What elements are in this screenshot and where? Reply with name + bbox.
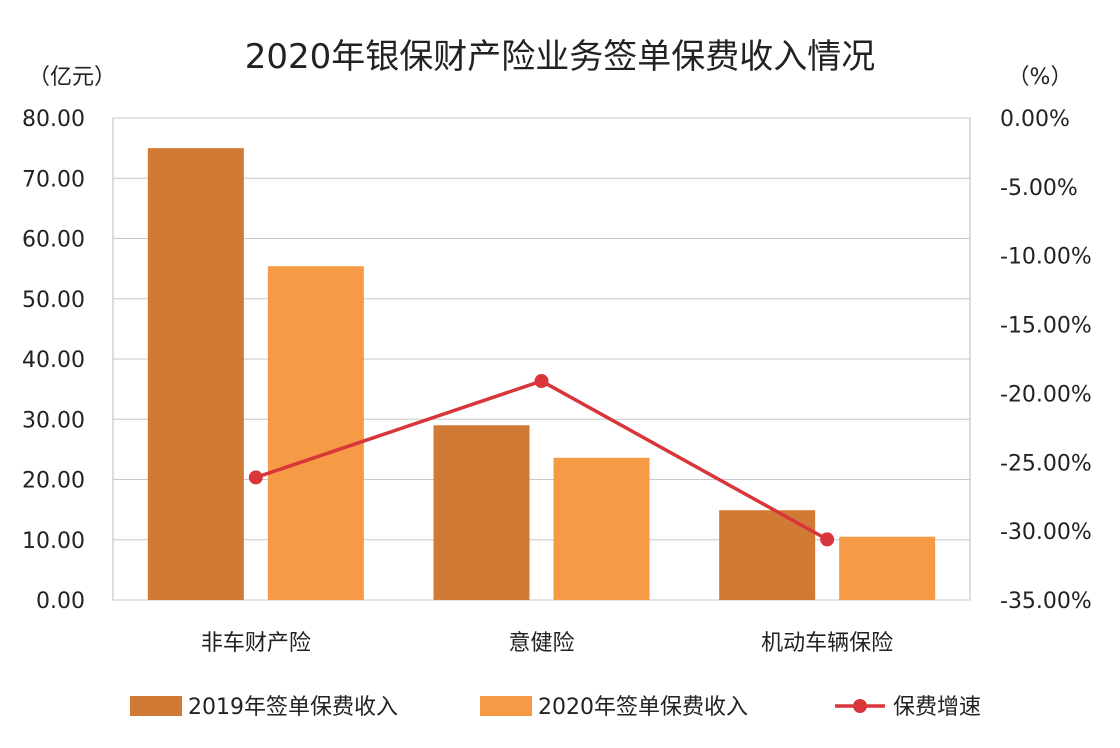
y-tick-label: 20.00 (22, 469, 85, 494)
legend-label: 2019年签单保费收入 (188, 695, 398, 720)
legend-label: 保费增速 (893, 695, 981, 720)
bar (553, 457, 650, 600)
y2-tick-label: -15.00% (1000, 314, 1092, 339)
y2-axis-label: （%） (1008, 65, 1073, 90)
y-tick-label: 0.00 (36, 589, 85, 614)
y2-tick-label: -20.00% (1000, 382, 1092, 407)
line-point (820, 532, 835, 547)
y2-tick-label: -25.00% (1000, 451, 1092, 476)
y-tick-label: 50.00 (22, 288, 85, 313)
legend-swatch (130, 696, 182, 716)
bar (147, 148, 244, 600)
y2-tick-label: -35.00% (1000, 589, 1092, 614)
y2-tick-label: -5.00% (1000, 176, 1078, 201)
y-tick-label: 80.00 (22, 107, 85, 132)
bar (839, 536, 936, 600)
y-tick-label: 40.00 (22, 348, 85, 373)
y-tick-label: 60.00 (22, 228, 85, 253)
y2-tick-label: -10.00% (1000, 245, 1092, 270)
y-tick-label: 10.00 (22, 529, 85, 554)
legend-swatch (480, 696, 532, 716)
y-axis-label: （亿元） (28, 65, 116, 90)
bar (267, 266, 364, 600)
chart-title: 2020年银保财产险业务签单保费收入情况 (245, 37, 876, 77)
line-point (534, 374, 549, 389)
bar (433, 425, 530, 600)
line-point (248, 470, 263, 485)
y2-tick-label: 0.00% (1000, 107, 1070, 132)
y2-tick-label: -30.00% (1000, 520, 1092, 545)
x-tick-label: 机动车辆保险 (761, 631, 893, 656)
x-tick-label: 意健险 (508, 631, 574, 656)
y-tick-label: 30.00 (22, 408, 85, 433)
y-tick-label: 70.00 (22, 167, 85, 192)
legend-label: 2020年签单保费收入 (538, 695, 748, 720)
x-tick-label: 非车财产险 (201, 631, 311, 656)
legend-marker (853, 699, 867, 713)
